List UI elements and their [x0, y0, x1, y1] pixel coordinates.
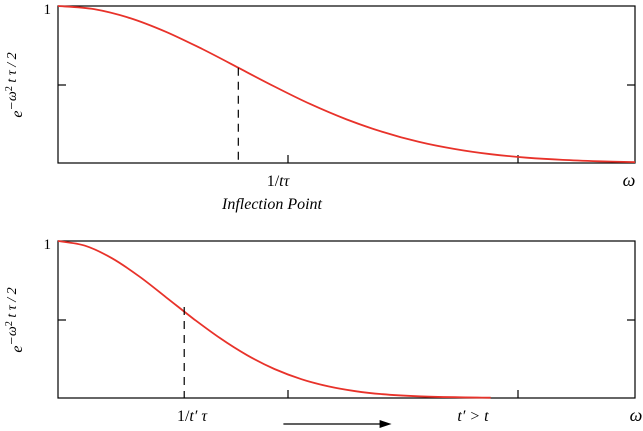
panel-2-xaxis-end-label: ω — [630, 405, 643, 425]
panel-1-ytick-label-1: 1 — [44, 2, 52, 18]
panel-2-ylabel: e−ω2 t τ / 2 — [4, 287, 26, 352]
panel-1-frame — [57, 5, 636, 164]
panel-1: 1 1/tτ ω Inflection Point e−ω2 t τ / 2 — [4, 2, 636, 213]
panel-2: 1 1/t′ τ t′ > t ω e−ω2 t τ / 2 — [4, 237, 642, 428]
panel-2-series-line — [57, 240, 491, 399]
panel-2-shift-arrowhead — [379, 420, 392, 428]
panel-1-annotation: Inflection Point — [221, 196, 323, 213]
panel-1-marker-label: 1/tτ — [267, 173, 291, 190]
panel-1-xaxis-end-label: ω — [623, 170, 636, 190]
panel-2-annotation: t′ > t — [457, 408, 489, 425]
panel-1-series-line — [57, 5, 636, 163]
panel-1-ylabel: e−ω2 t τ / 2 — [4, 52, 26, 117]
panel-2-frame — [57, 240, 636, 399]
panel-2-marker-label: 1/t′ τ — [177, 408, 208, 425]
panel-2-ytick-label-1: 1 — [44, 237, 52, 253]
